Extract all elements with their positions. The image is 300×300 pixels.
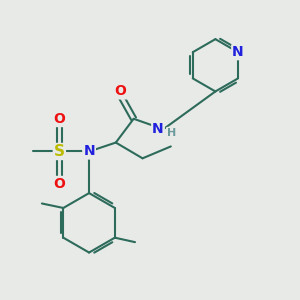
Text: S: S (54, 144, 65, 159)
Text: N: N (152, 122, 164, 136)
Text: O: O (53, 177, 65, 191)
Text: O: O (53, 112, 65, 126)
Text: N: N (83, 145, 95, 158)
Text: N: N (232, 45, 244, 59)
Text: O: O (114, 84, 126, 98)
Text: H: H (167, 128, 176, 138)
